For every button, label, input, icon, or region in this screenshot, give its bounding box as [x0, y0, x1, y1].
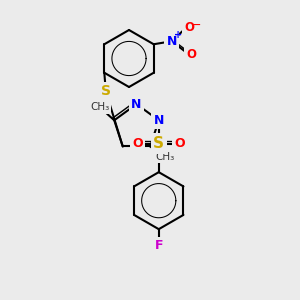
Text: N: N	[154, 114, 164, 127]
Text: O: O	[186, 48, 196, 61]
Text: O: O	[184, 21, 194, 34]
Text: N: N	[167, 35, 177, 48]
Text: CH₃: CH₃	[91, 102, 110, 112]
Text: F: F	[154, 239, 163, 252]
Text: O: O	[174, 137, 185, 150]
Text: S: S	[101, 84, 111, 98]
Text: O: O	[132, 137, 143, 150]
Text: CH₃: CH₃	[156, 152, 175, 162]
Text: N: N	[131, 98, 142, 111]
Text: S: S	[153, 136, 164, 151]
Text: +: +	[174, 30, 182, 40]
Text: −: −	[191, 19, 202, 32]
